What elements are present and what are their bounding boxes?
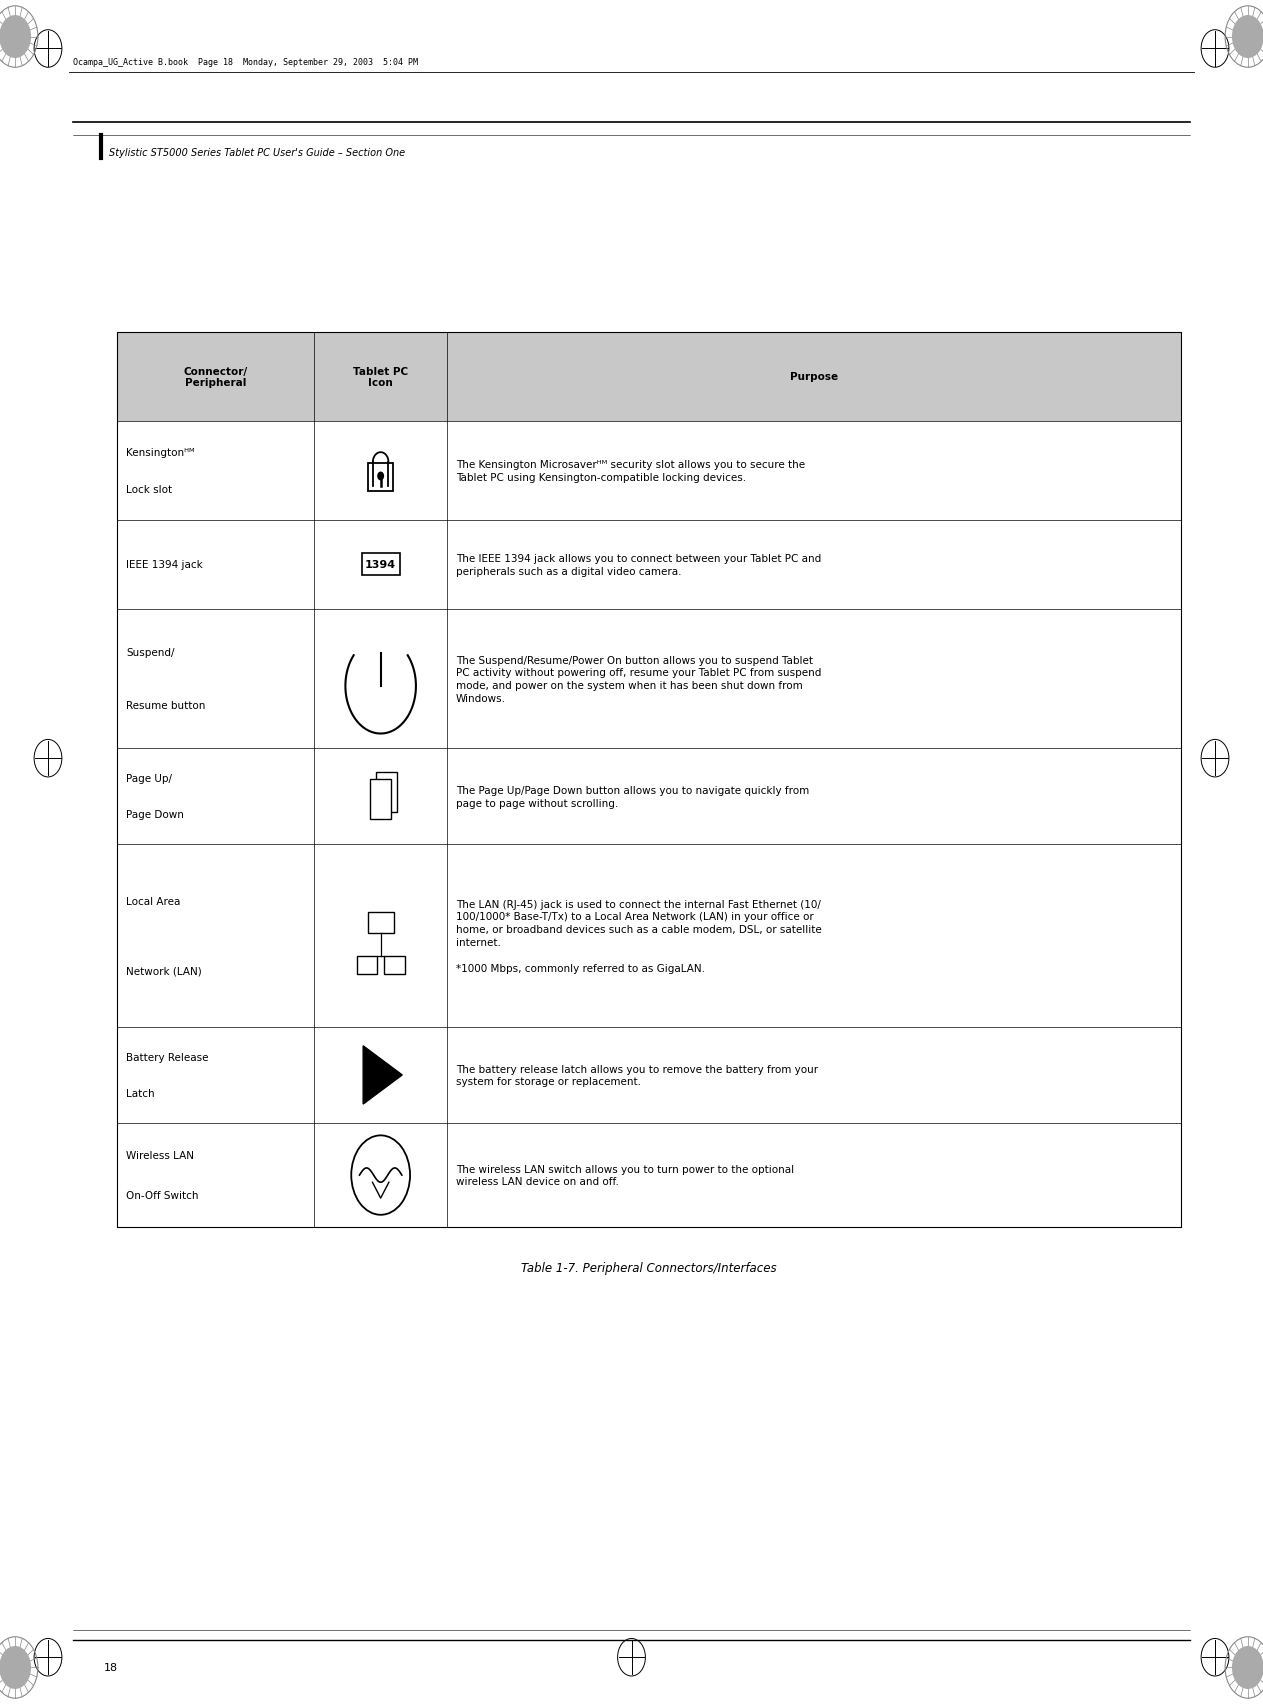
Circle shape xyxy=(1231,15,1263,60)
Text: Purpose: Purpose xyxy=(789,372,839,382)
Circle shape xyxy=(378,472,384,481)
Text: 1394: 1394 xyxy=(365,559,397,569)
Bar xyxy=(361,554,399,576)
Circle shape xyxy=(0,15,32,60)
Text: Connector/
Peripheral: Connector/ Peripheral xyxy=(183,367,248,389)
Text: The Page Up/Page Down button allows you to navigate quickly from
page to page wi: The Page Up/Page Down button allows you … xyxy=(456,786,810,808)
Text: The LAN (RJ-45) jack is used to connect the internal Fast Ethernet (10/
100/1000: The LAN (RJ-45) jack is used to connect … xyxy=(456,899,822,974)
Text: Tablet PC
Icon: Tablet PC Icon xyxy=(354,367,408,389)
Text: Page Down: Page Down xyxy=(126,810,184,820)
Text: The Suspend/Resume/Power On button allows you to suspend Tablet
PC activity with: The Suspend/Resume/Power On button allow… xyxy=(456,655,821,704)
Circle shape xyxy=(1231,1645,1263,1690)
Text: On-Off Switch: On-Off Switch xyxy=(126,1190,198,1200)
Text: Lock slot: Lock slot xyxy=(126,484,173,494)
Bar xyxy=(376,772,398,813)
Bar xyxy=(384,957,404,974)
Text: Suspend/: Suspend/ xyxy=(126,648,174,658)
Text: Latch: Latch xyxy=(126,1088,155,1098)
Bar xyxy=(370,779,392,818)
Text: Kensingtonᴴᴹ: Kensingtonᴴᴹ xyxy=(126,447,195,457)
Text: The IEEE 1394 jack allows you to connect between your Tablet PC and
peripherals : The IEEE 1394 jack allows you to connect… xyxy=(456,554,821,576)
Text: Battery Release: Battery Release xyxy=(126,1052,208,1062)
Circle shape xyxy=(0,1645,32,1690)
Text: IEEE 1394 jack: IEEE 1394 jack xyxy=(126,559,203,569)
Bar xyxy=(117,332,1181,421)
Bar xyxy=(117,332,1181,1228)
Text: Stylistic ST5000 Series Tablet PC User's Guide – Section One: Stylistic ST5000 Series Tablet PC User's… xyxy=(109,148,404,159)
Text: Ocampa_UG_Active B.book  Page 18  Monday, September 29, 2003  5:04 PM: Ocampa_UG_Active B.book Page 18 Monday, … xyxy=(73,58,418,66)
Text: Page Up/: Page Up/ xyxy=(126,774,172,784)
Text: Network (LAN): Network (LAN) xyxy=(126,965,202,975)
Bar xyxy=(369,464,393,491)
Text: Wireless LAN: Wireless LAN xyxy=(126,1151,195,1161)
Text: The wireless LAN switch allows you to turn power to the optional
wireless LAN de: The wireless LAN switch allows you to tu… xyxy=(456,1165,794,1187)
Text: The Kensington Microsaverᴴᴹ security slot allows you to secure the
Tablet PC usi: The Kensington Microsaverᴴᴹ security slo… xyxy=(456,460,805,483)
Bar xyxy=(357,957,378,974)
Text: The battery release latch allows you to remove the battery from your
system for : The battery release latch allows you to … xyxy=(456,1064,818,1086)
Text: Table 1-7. Peripheral Connectors/Interfaces: Table 1-7. Peripheral Connectors/Interfa… xyxy=(522,1262,777,1275)
Text: Resume button: Resume button xyxy=(126,701,206,711)
Polygon shape xyxy=(364,1047,402,1105)
Text: Local Area: Local Area xyxy=(126,897,181,907)
Bar xyxy=(368,912,394,933)
Text: 18: 18 xyxy=(104,1662,117,1673)
